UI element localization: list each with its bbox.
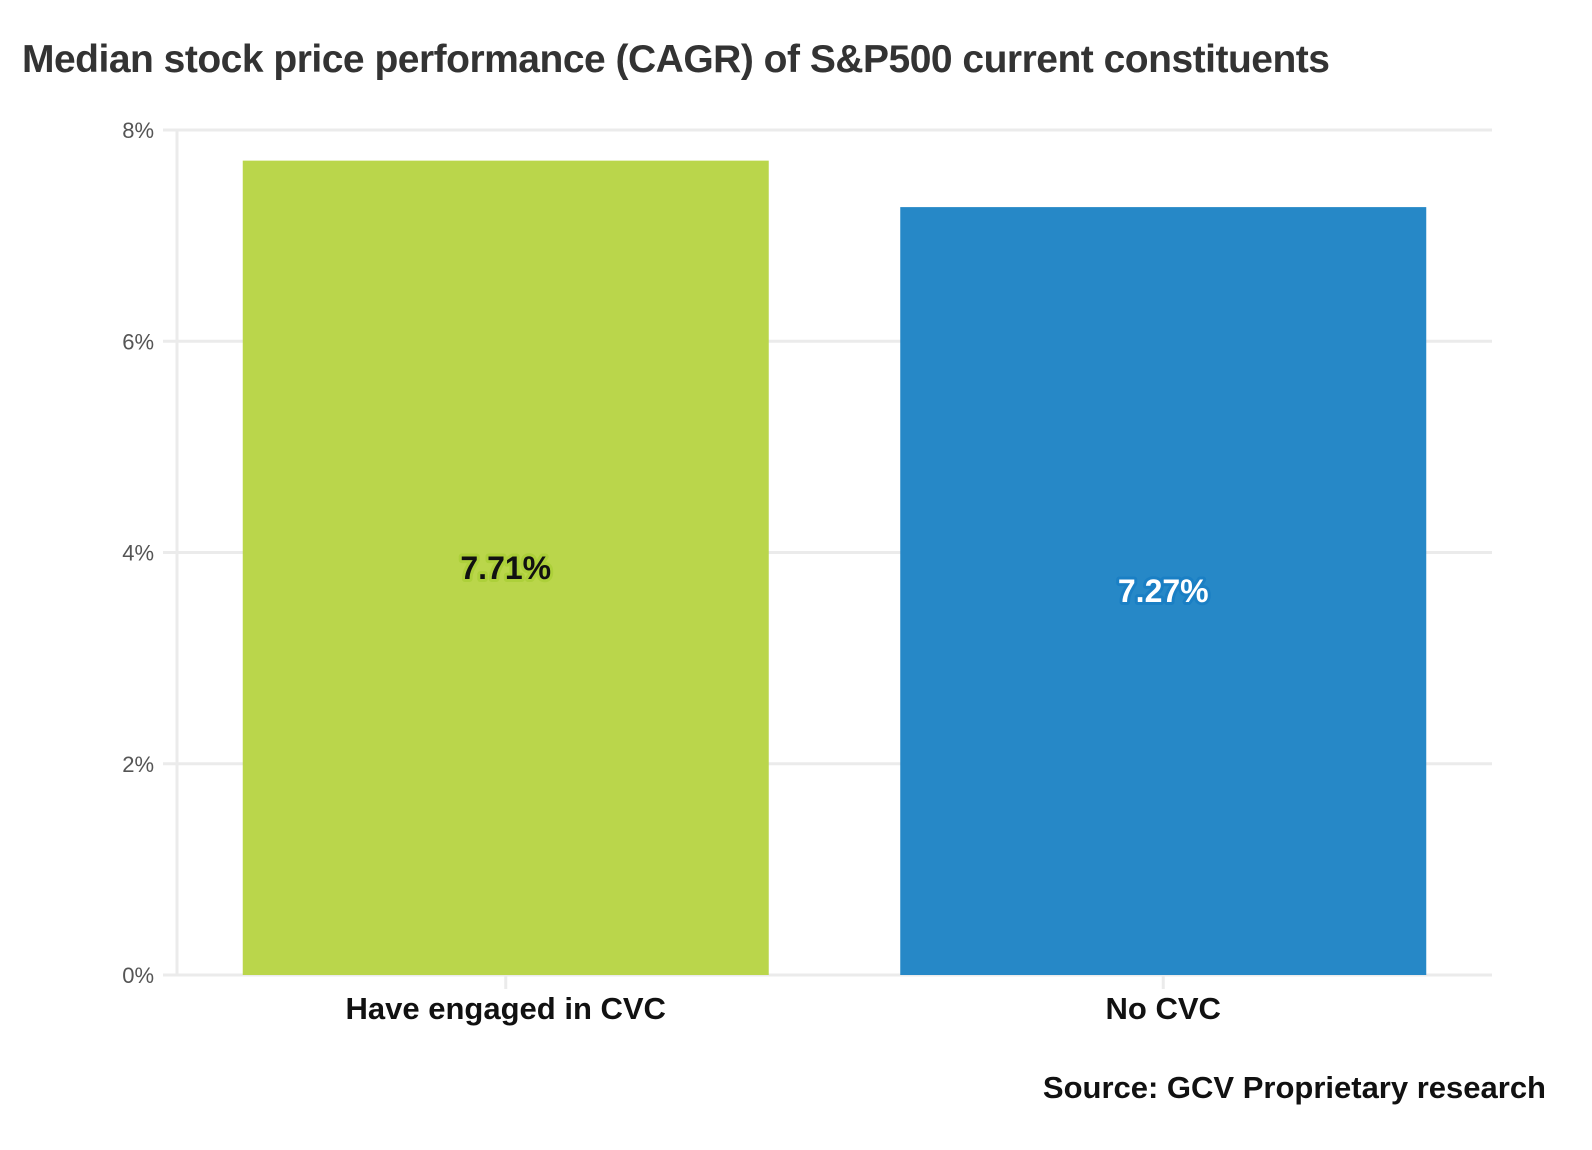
- x-tick-label: No CVC: [1106, 991, 1221, 1026]
- bars: [242, 160, 1427, 976]
- x-tick-label: Have engaged in CVC: [346, 991, 666, 1026]
- value-label: 7.27%: [1118, 573, 1209, 609]
- y-tick-label: 0%: [122, 963, 154, 988]
- y-tick-label: 6%: [122, 329, 154, 354]
- axes: [175, 130, 1165, 989]
- bar: [900, 207, 1427, 975]
- y-tick-label: 4%: [122, 541, 154, 566]
- y-tick-label: 2%: [122, 752, 154, 777]
- y-tick-label: 8%: [122, 118, 154, 143]
- chart-title: Median stock price performance (CAGR) of…: [22, 38, 1330, 81]
- bar: [242, 160, 769, 976]
- x-axis-labels: Have engaged in CVC No CVC: [346, 991, 1221, 1026]
- source-annotation: Source: GCV Proprietary research: [1042, 1070, 1546, 1105]
- value-label: 7.71%: [460, 550, 551, 586]
- y-axis-ticks: 0% 2% 4% 6% 8%: [122, 118, 154, 988]
- value-labels: 7.71% 7.27%: [457, 547, 1211, 612]
